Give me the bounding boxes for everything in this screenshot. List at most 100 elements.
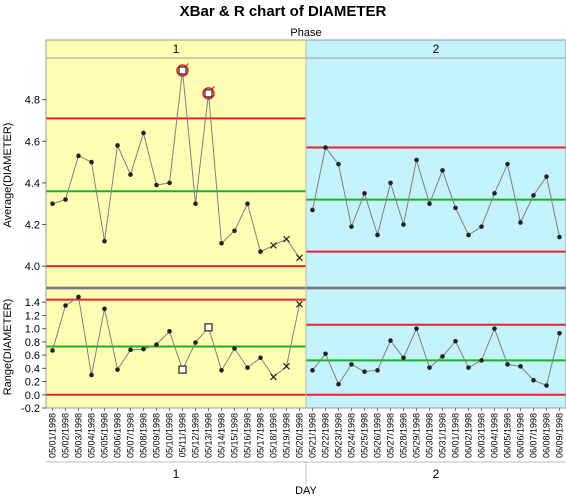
xbar-point	[270, 241, 277, 249]
phase-2-background	[306, 40, 566, 408]
xbar-point	[219, 240, 224, 246]
x-tick-label: 05/27/1998	[386, 413, 396, 458]
xbar-point	[453, 205, 458, 211]
range-y-tick-label: 0.0	[25, 390, 40, 402]
xbar-point	[296, 254, 303, 262]
range-point	[178, 365, 187, 374]
x-tick-label: 06/02/1998	[464, 413, 474, 458]
x-tick-label: 05/11/1998	[178, 413, 188, 457]
x-tick-label: 06/08/1998	[542, 413, 552, 458]
xbar-point	[89, 159, 94, 165]
x-tick-label: 05/15/1998	[230, 413, 240, 458]
range-point	[232, 346, 237, 351]
range-point	[388, 338, 393, 343]
xbar-point	[531, 193, 536, 198]
range-point	[518, 364, 523, 369]
x-tick-label: 05/20/1998	[295, 413, 305, 458]
xbar-point	[492, 191, 497, 196]
x-tick-label: 05/29/1998	[412, 413, 422, 458]
range-point	[115, 367, 120, 372]
range-y-tick-label: 0.4	[25, 363, 40, 375]
xbar-point	[518, 220, 523, 225]
xbar-point	[76, 153, 81, 159]
range-point	[505, 362, 510, 367]
range-point	[557, 330, 562, 336]
range-point	[128, 347, 133, 353]
range-point	[167, 329, 172, 334]
phase-header: Phase	[290, 27, 321, 39]
x-tick-label: 05/04/1998	[87, 413, 97, 458]
xbar-point	[115, 143, 120, 148]
xbar-y-tick-label: 4.0	[25, 261, 40, 273]
range-point	[310, 368, 315, 373]
x-tick-label: 05/05/1998	[100, 413, 110, 458]
xbar-point	[193, 201, 198, 207]
xbar-flagged-point	[176, 64, 189, 77]
phase-2-header-label: 2	[433, 42, 440, 56]
x-axis-label: DAY	[295, 485, 317, 497]
range-y-tick-label: -0.2	[21, 403, 40, 415]
xbar-point	[362, 191, 367, 196]
range-point	[245, 365, 250, 370]
xbar-point	[505, 161, 510, 167]
xbar-flag-tag	[185, 63, 189, 67]
xbar-point	[479, 224, 484, 229]
range-point	[204, 323, 213, 332]
x-tick-label: 05/19/1998	[282, 413, 292, 458]
x-tick-label: 05/08/1998	[139, 413, 149, 458]
xbar-y-tick-label: 4.2	[25, 220, 40, 232]
x-tick-label: 05/28/1998	[399, 413, 409, 458]
x-tick-label: 05/18/1998	[269, 413, 279, 458]
xbar-point	[283, 235, 290, 243]
x-tick-label: 06/06/1998	[516, 413, 526, 458]
range-point	[492, 326, 497, 331]
xbar-point	[310, 207, 315, 213]
x-tick-label: 05/09/1998	[152, 413, 162, 458]
range-point	[479, 358, 484, 363]
range-point	[414, 326, 419, 331]
xbar-point	[258, 249, 263, 254]
chart-title: XBar & R chart of DIAMETER	[179, 3, 387, 20]
range-point	[323, 351, 328, 357]
range-point	[440, 354, 445, 359]
range-y-tick-label: 1.0	[25, 324, 40, 336]
range-point	[362, 369, 367, 374]
range-point	[283, 362, 290, 370]
x-tick-label: 05/03/1998	[74, 413, 84, 458]
range-point	[63, 303, 68, 308]
x-tick-label: 05/23/1998	[334, 413, 344, 458]
x-tick-label: 06/04/1998	[490, 413, 500, 458]
xbar-point	[128, 172, 133, 177]
x-tick-label: 06/09/1998	[555, 413, 565, 458]
range-point	[296, 300, 303, 308]
xbar-point	[141, 130, 146, 136]
phase-1-background	[46, 40, 306, 408]
x-tick-label: 06/01/1998	[451, 413, 461, 458]
x-tick-label: 06/03/1998	[477, 413, 487, 458]
range-y-tick-label: 0.6	[25, 350, 40, 362]
x-tick-label: 05/17/1998	[256, 413, 266, 458]
range-point	[349, 362, 354, 367]
range-point	[141, 346, 146, 352]
xbar-point	[336, 161, 341, 167]
range-y-tick-label: 0.2	[25, 377, 40, 389]
x-tick-label: 05/22/1998	[321, 413, 331, 458]
range-point	[401, 355, 406, 361]
x-tick-label: 05/01/1998	[48, 413, 58, 458]
x-tick-label: 05/10/1998	[165, 413, 175, 458]
x-tick-label: 05/21/1998	[308, 413, 318, 458]
x-tick-label: 05/24/1998	[347, 413, 357, 458]
xbar-point	[232, 228, 237, 234]
x-tick-label: 05/25/1998	[360, 413, 370, 458]
xbar-point	[427, 201, 432, 207]
xbar-point	[154, 182, 159, 188]
phase-1-axis-label: 1	[173, 467, 180, 481]
x-tick-label: 05/06/1998	[113, 413, 123, 458]
xbar-point	[375, 232, 380, 238]
range-point	[453, 338, 458, 344]
range-point	[89, 372, 94, 378]
range-y-tick-label: 0.8	[25, 337, 40, 349]
range-point	[193, 340, 198, 345]
xbar-flag-tag	[211, 85, 215, 90]
